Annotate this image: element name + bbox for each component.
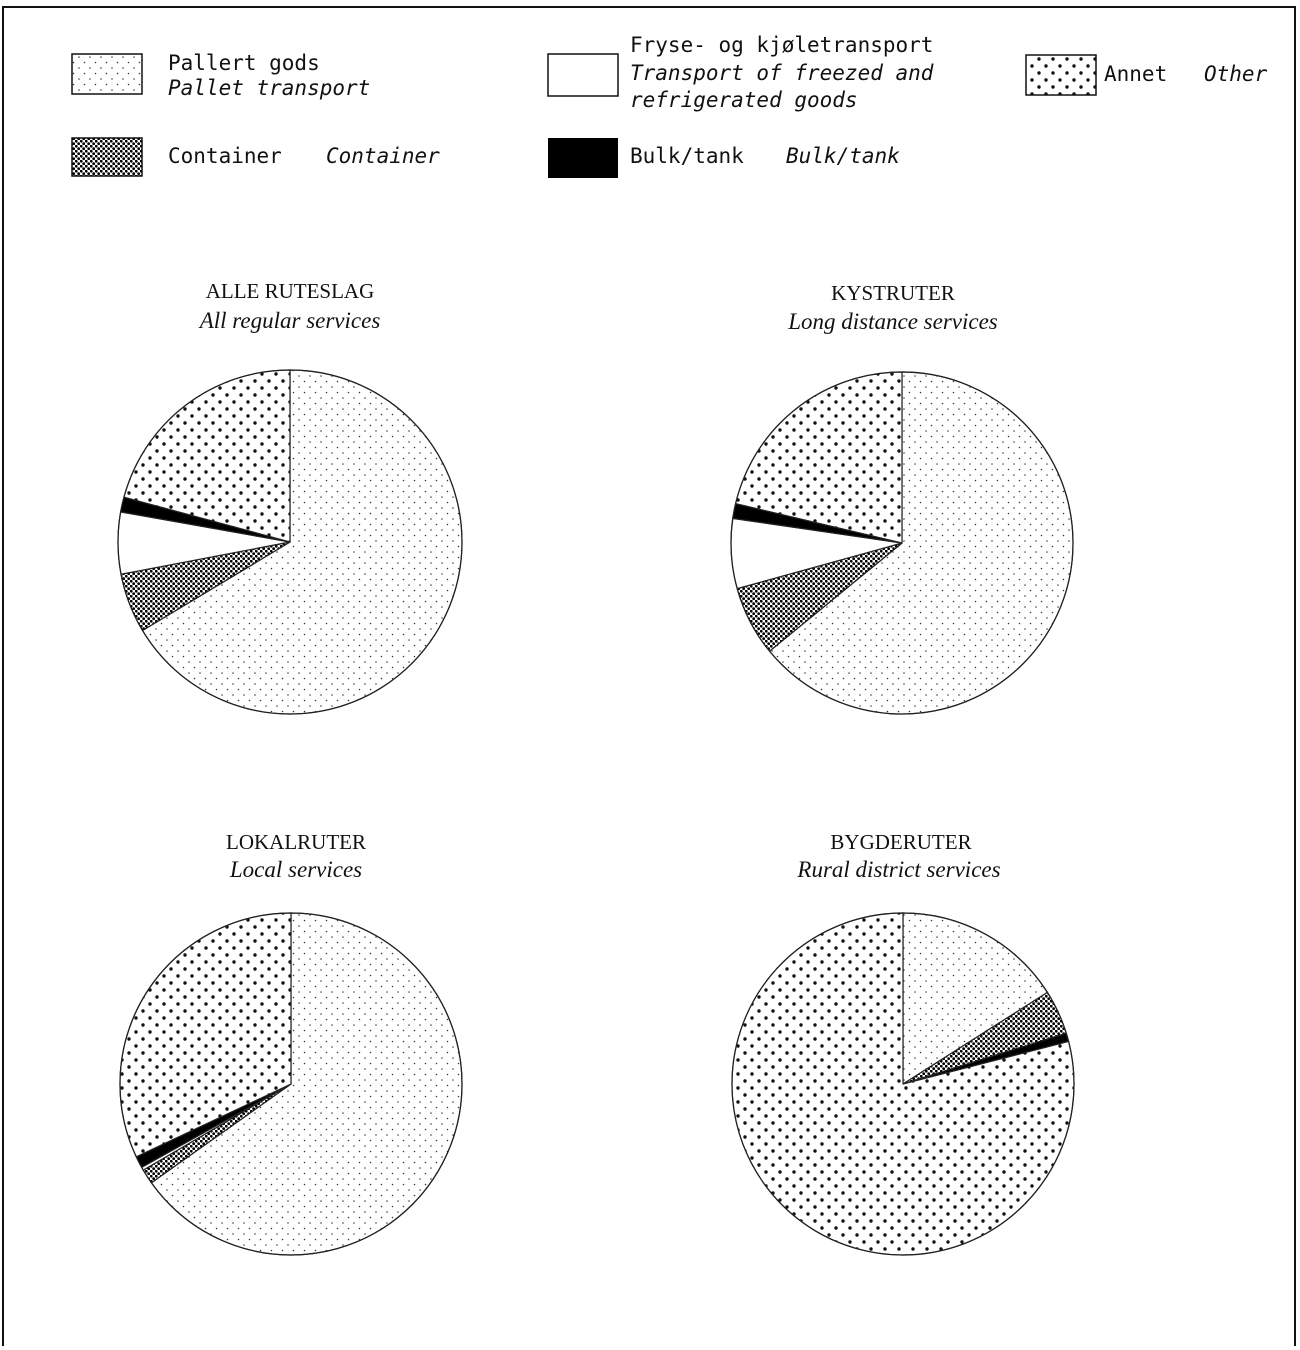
legend-item-bulk: Bulk/tank Bulk/tank [548, 138, 900, 178]
legend-label-bulk: Bulk/tank [630, 144, 744, 168]
pie-rural: BYGDERUTER Rural district services [731, 830, 1075, 1256]
pie-subtitle-local: Local services [229, 857, 362, 882]
legend-label-en-frozen-line1: Transport of freezed and [630, 61, 934, 85]
legend-label-pallet: Pallert gods [168, 51, 320, 75]
pie-title-local: LOKALRUTER [226, 830, 366, 854]
pie-all-services: ALLE RUTESLAG All regular services [117, 279, 463, 715]
pie-subtitle-all-services: All regular services [198, 308, 381, 333]
legend-swatch-bulk [548, 138, 618, 178]
pie-title-rural: BYGDERUTER [830, 830, 971, 854]
pie-title-all-services: ALLE RUTESLAG [206, 279, 375, 303]
legend-item-container: Container Container [71, 137, 440, 177]
pie-outline [117, 369, 463, 715]
legend-swatch-frozen [547, 53, 619, 97]
legend-label-en-container: Container [326, 144, 440, 168]
legend-label-en-other: Other [1204, 62, 1268, 86]
pie-outline [731, 912, 1075, 1256]
legend-label-frozen: Fryse- og kjøletransport [630, 33, 933, 57]
legend-label-other: Annet [1104, 62, 1167, 86]
pie-outline [730, 371, 1074, 715]
legend-swatch-other [1025, 54, 1097, 96]
figure-frame [2, 6, 1296, 1346]
pie-title-long-distance: KYSTRUTER [831, 281, 955, 305]
legend-label-container: Container [168, 144, 282, 168]
legend-item-frozen: Fryse- og kjøletransport Transport of fr… [547, 33, 934, 112]
pie-long-distance: KYSTRUTER Long distance services [730, 281, 1074, 715]
legend-label-en-pallet: Pallet transport [168, 76, 370, 100]
legend-item-pallet: Pallert gods Pallet transport [71, 51, 370, 100]
pie-outline [119, 912, 463, 1256]
pie-local: LOKALRUTER Local services [119, 830, 463, 1256]
legend-item-other: Annet Other [1025, 54, 1268, 96]
pie-subtitle-rural: Rural district services [796, 857, 1000, 882]
legend-label-en-frozen-line2: refrigerated goods [630, 88, 858, 112]
legend: Pallert gods Pallet transport Fryse- og … [71, 33, 1268, 178]
legend-label-en-bulk: Bulk/tank [786, 144, 900, 168]
legend-swatch-container [71, 137, 143, 177]
legend-swatch-pallet [71, 53, 143, 95]
pie-subtitle-long-distance: Long distance services [787, 309, 998, 334]
